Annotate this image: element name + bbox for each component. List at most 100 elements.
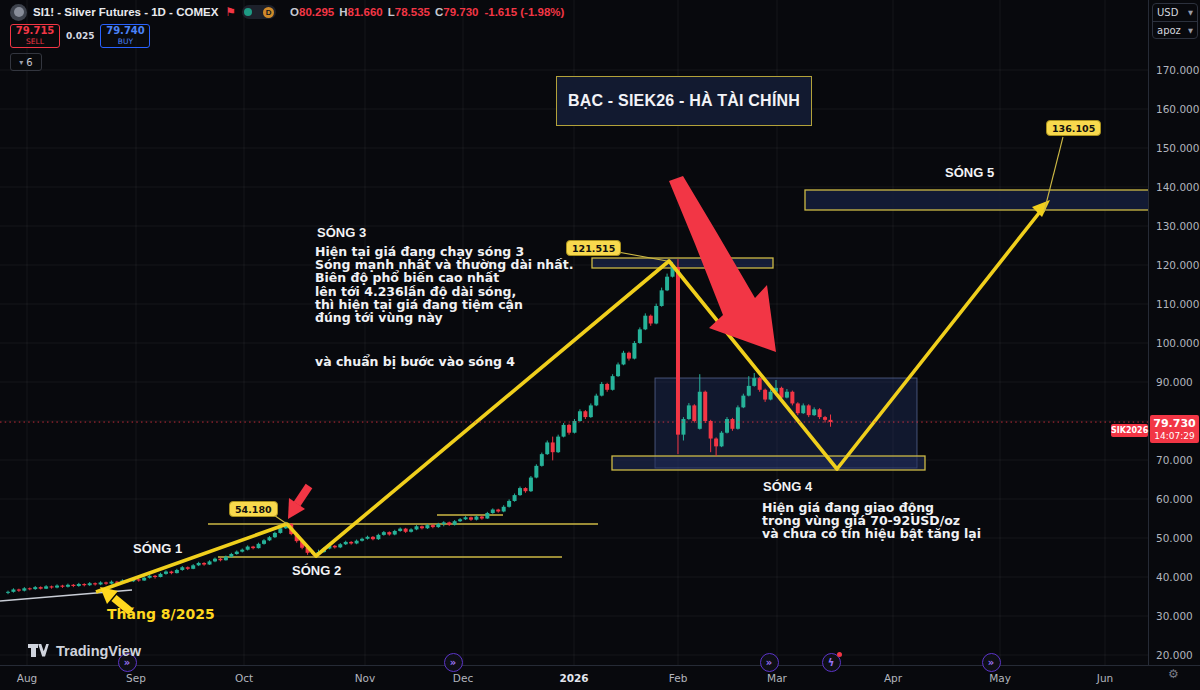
candle-body	[436, 524, 440, 527]
candle-body	[545, 442, 549, 454]
trade-panel: 79.715 SELL 0.025 79.740 BUY	[10, 24, 150, 48]
candle-body	[496, 510, 500, 512]
bar-count: 6	[26, 57, 32, 68]
candle-body	[551, 442, 555, 452]
candle-body	[736, 407, 740, 428]
candle-body	[763, 390, 767, 400]
time-tick: 2026	[559, 672, 588, 684]
flash-timeline-icon[interactable]: ϟ	[822, 653, 841, 672]
price-axis[interactable]: 170.000160.000150.000140.000130.000120.0…	[1148, 0, 1200, 665]
candle-body	[17, 589, 21, 590]
wave2-label[interactable]: SÓNG 2	[292, 563, 341, 578]
candle-body	[469, 517, 473, 519]
candle-body	[420, 526, 424, 528]
wave3-note[interactable]: Hiện tại giá đang chạy sóng 3 Sóng mạnh …	[315, 245, 573, 324]
close-key: C	[435, 6, 443, 18]
fast-forward-timeline-icon[interactable]: »	[982, 653, 1001, 672]
price-tick: 60.000	[1156, 493, 1193, 505]
time-tick: Apr	[884, 672, 902, 684]
candle-body	[758, 378, 762, 390]
symbol-logo-icon[interactable]	[10, 4, 27, 21]
wave4-note[interactable]: Hiện giá đang giao động trong vùng giá 7…	[762, 501, 981, 541]
wave1-label[interactable]: SÓNG 1	[133, 541, 182, 556]
spread-value: 0.025	[64, 31, 96, 41]
candle-body	[415, 526, 419, 529]
candle-body	[442, 522, 446, 524]
candle-body	[33, 587, 37, 589]
box-wave3-top[interactable]	[592, 258, 773, 268]
candle-body	[714, 439, 718, 447]
candle-body	[82, 584, 86, 585]
wave4-label[interactable]: SÓNG 4	[763, 479, 812, 494]
candle-body	[169, 572, 173, 574]
candle-body	[812, 409, 816, 415]
candle-body	[180, 567, 184, 570]
unit-selector: USD▼ apoz▼	[1152, 3, 1198, 39]
candle-body	[278, 528, 282, 533]
price-label-136105[interactable]: 136.105	[1046, 120, 1101, 136]
candle-body	[556, 437, 560, 453]
candle-body	[594, 396, 598, 406]
symbol-title[interactable]: SI1! - Silver Futures - 1D - COMEX	[33, 6, 218, 18]
pullback-arrow[interactable]	[297, 486, 309, 504]
price-tick: 30.000	[1156, 610, 1193, 622]
fast-forward-timeline-icon[interactable]: »	[760, 653, 779, 672]
candle-body	[540, 454, 544, 466]
box-wave4-support[interactable]	[612, 456, 925, 470]
wave3-label[interactable]: SÓNG 3	[317, 225, 366, 240]
candle-body	[409, 529, 413, 531]
time-axis[interactable]: AugSepOctNovDec2026FebMarAprMayJun	[0, 665, 1200, 690]
box-wave4-range[interactable]	[655, 378, 917, 468]
august-2025-note[interactable]: Tháng 8/2025	[107, 606, 215, 622]
candle-body	[39, 587, 43, 589]
candle-body	[692, 405, 696, 421]
wave3-note-footer[interactable]: và chuẩn bị bước vào sóng 4	[315, 355, 515, 368]
candle-body	[638, 329, 642, 343]
candle-body	[376, 535, 380, 539]
box-wave5-target[interactable]	[805, 190, 1148, 210]
candle-body	[333, 546, 337, 548]
price-tick: 50.000	[1156, 532, 1193, 544]
interval-toggle[interactable]: D	[242, 5, 276, 19]
low-value: 78.535	[395, 6, 430, 18]
candle-body	[349, 542, 353, 544]
price-tick: 20.000	[1156, 649, 1193, 661]
wave5-label[interactable]: SÓNG 5	[945, 165, 994, 180]
candle-body	[687, 405, 691, 419]
gear-icon[interactable]: ⚙	[1168, 667, 1179, 681]
candle-body	[507, 501, 511, 507]
candle-body	[240, 550, 244, 552]
chart-title-box[interactable]: BẠC - SIEK26 - HÀ TÀI CHÍNH	[556, 76, 812, 126]
interval-badge: D	[263, 7, 274, 18]
candle-body	[578, 411, 582, 421]
candle-body	[360, 539, 364, 541]
price-label-121515[interactable]: 121.515	[566, 240, 621, 256]
time-tick: Jun	[1097, 672, 1113, 684]
fast-forward-timeline-icon[interactable]: »	[444, 653, 463, 672]
tradingview-glyph-icon	[28, 644, 50, 659]
price-tick: 70.000	[1156, 454, 1193, 466]
buy-button[interactable]: 79.740 BUY	[100, 24, 150, 48]
candle-body	[218, 559, 222, 561]
unit-select[interactable]: apoz▼	[1153, 21, 1197, 39]
candle-body	[654, 306, 658, 324]
price-label-54180[interactable]: 54.180	[229, 501, 278, 517]
candle-body	[660, 290, 664, 306]
candle-body	[747, 386, 751, 396]
candle-body	[197, 563, 201, 565]
bar-count-dropdown[interactable]: ▾ 6	[10, 53, 42, 71]
candle-body	[28, 588, 32, 589]
currency-select[interactable]: USD▼	[1153, 4, 1197, 21]
price-tick: 140.000	[1156, 181, 1199, 193]
candle-body	[665, 277, 669, 291]
tradingview-logo[interactable]: TradingView	[28, 643, 141, 659]
candle-body	[257, 544, 261, 548]
low-key: L	[388, 6, 395, 18]
candle-body	[142, 578, 146, 581]
candle-body	[589, 405, 593, 417]
candle-body	[60, 586, 64, 587]
candle-body	[698, 392, 702, 429]
candle-body	[93, 583, 97, 584]
sell-button[interactable]: 79.715 SELL	[10, 24, 60, 48]
flag-icon[interactable]: ⚑	[225, 5, 236, 19]
